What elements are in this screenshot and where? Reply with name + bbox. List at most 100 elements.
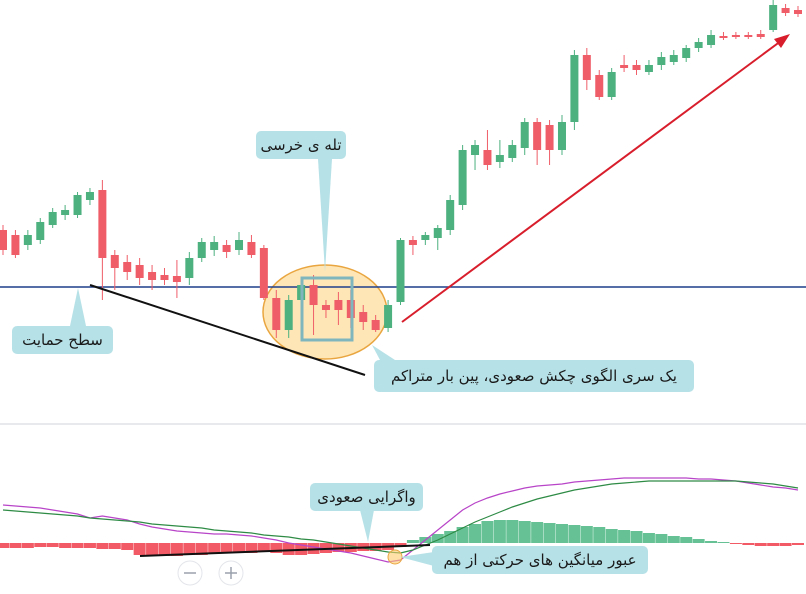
candle-body bbox=[384, 305, 393, 328]
candle-body bbox=[620, 65, 629, 68]
candle-body bbox=[421, 235, 430, 240]
histogram-bar bbox=[779, 543, 792, 546]
candle-body bbox=[73, 195, 82, 215]
candle-body bbox=[657, 57, 666, 65]
candle-body bbox=[781, 8, 790, 13]
candle-body bbox=[359, 312, 368, 322]
histogram-bar bbox=[754, 543, 767, 546]
candle-body bbox=[707, 35, 716, 45]
candle-body bbox=[11, 235, 20, 255]
histogram-bar bbox=[580, 526, 593, 543]
histogram-bar bbox=[456, 527, 469, 543]
candle-body bbox=[36, 222, 45, 240]
histogram-bar bbox=[96, 543, 109, 549]
zoom-in-button[interactable] bbox=[218, 560, 244, 586]
pointer bbox=[400, 552, 434, 566]
histogram-bar bbox=[568, 525, 581, 543]
histogram-bar bbox=[642, 533, 655, 543]
histogram-bar bbox=[208, 543, 221, 554]
candle-body bbox=[61, 210, 70, 215]
histogram-bar bbox=[742, 543, 755, 545]
histogram-bar bbox=[245, 543, 258, 553]
candle-body bbox=[0, 230, 7, 250]
histogram-bar bbox=[705, 541, 718, 543]
candle-body bbox=[235, 240, 244, 250]
histogram-bar bbox=[469, 524, 482, 543]
candle-body bbox=[408, 240, 417, 245]
histogram-bar bbox=[170, 543, 183, 556]
histogram-bar bbox=[444, 531, 457, 543]
candle-body bbox=[110, 255, 119, 268]
histogram-bar bbox=[59, 543, 72, 548]
candle-body bbox=[123, 262, 132, 272]
histogram-bar bbox=[506, 520, 519, 543]
candle-body bbox=[769, 5, 778, 30]
zoom-out-button[interactable] bbox=[177, 560, 203, 586]
histogram-bar bbox=[680, 537, 693, 543]
histogram-bar bbox=[71, 543, 84, 548]
candle-body bbox=[197, 242, 206, 258]
candle-body bbox=[508, 145, 517, 158]
candle-body bbox=[483, 150, 492, 165]
histogram-bar bbox=[133, 543, 146, 555]
candle-body bbox=[719, 36, 728, 38]
annotation: واگرایی صعودی bbox=[310, 483, 423, 511]
histogram-bar bbox=[792, 543, 804, 545]
histogram-bar bbox=[34, 543, 47, 547]
histogram-bar bbox=[667, 536, 680, 543]
annotation: عبور میانگین های حرکتی از هم bbox=[432, 546, 648, 574]
candle-body bbox=[682, 48, 691, 58]
candle-body bbox=[259, 248, 268, 298]
histogram-bar bbox=[9, 543, 22, 548]
histogram-bar bbox=[692, 539, 705, 543]
candle-body bbox=[794, 10, 802, 14]
histogram-bar bbox=[257, 543, 270, 552]
candle-body bbox=[545, 125, 554, 150]
candle-body bbox=[185, 258, 194, 278]
candle-body bbox=[557, 122, 566, 150]
candle-body bbox=[371, 320, 380, 330]
candle-body bbox=[570, 55, 579, 122]
candle-body bbox=[446, 200, 455, 230]
arrow-head bbox=[774, 34, 790, 48]
candle-body bbox=[582, 55, 591, 80]
annotation: یک سری الگوی چکش صعودی، پین بار متراکم bbox=[374, 360, 694, 392]
histogram-bar bbox=[108, 543, 121, 549]
candle-body bbox=[471, 145, 480, 155]
candle-body bbox=[309, 285, 318, 305]
histogram-bar bbox=[729, 543, 742, 544]
annotation: تله ی خرسی bbox=[256, 131, 346, 159]
candle-body bbox=[48, 212, 57, 225]
histogram-bar bbox=[158, 543, 171, 556]
pointer bbox=[372, 345, 395, 360]
candle-body bbox=[222, 245, 231, 252]
cross-marker bbox=[387, 549, 403, 565]
histogram-bar bbox=[270, 543, 283, 553]
candle-body bbox=[247, 242, 256, 255]
histogram-bar bbox=[0, 543, 9, 548]
candle-body bbox=[210, 242, 219, 250]
histogram-bar bbox=[767, 543, 780, 546]
histogram-bar bbox=[555, 524, 568, 543]
candle-body bbox=[396, 240, 405, 302]
candle-body bbox=[756, 34, 765, 37]
candle-body bbox=[433, 228, 442, 238]
histogram-bar bbox=[593, 527, 606, 543]
candle-body bbox=[533, 122, 542, 150]
candle-body bbox=[644, 65, 653, 72]
histogram-bar bbox=[394, 543, 407, 547]
candle-body bbox=[458, 150, 467, 205]
candle-body bbox=[172, 276, 181, 282]
candle-body bbox=[85, 192, 94, 200]
candle-body bbox=[272, 298, 281, 330]
candle-body bbox=[595, 75, 604, 97]
candle-body bbox=[135, 265, 144, 278]
histogram-bar bbox=[220, 543, 233, 553]
candle-body bbox=[334, 300, 343, 310]
histogram-bar bbox=[618, 530, 631, 543]
annotation: سطح حمایت bbox=[12, 326, 113, 354]
histogram-bar bbox=[21, 543, 34, 548]
histogram-bar bbox=[121, 543, 134, 550]
histogram-bar bbox=[605, 529, 618, 543]
